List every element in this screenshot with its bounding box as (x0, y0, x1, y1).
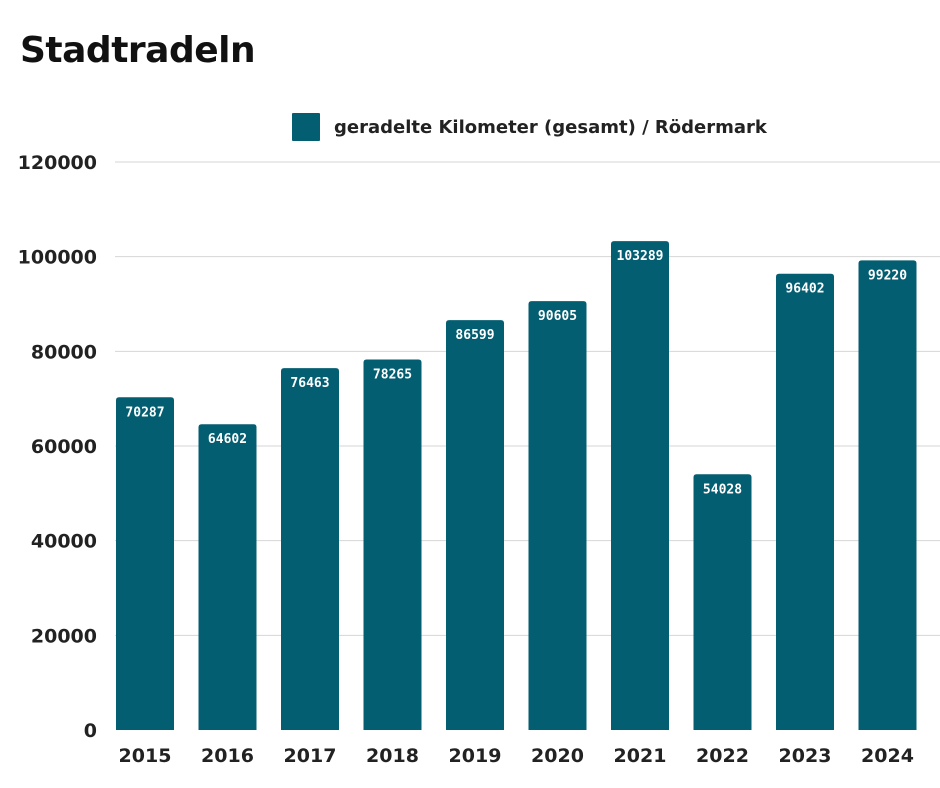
chart-title: Stadtradeln (20, 30, 256, 71)
data-label-2022: 54028 (703, 482, 742, 497)
y-axis: 0 20000 40000 60000 80000 100000 120000 (18, 152, 97, 742)
data-label-2015: 70287 (125, 405, 164, 420)
x-tick-label-2023: 2023 (779, 745, 832, 767)
data-label-2018: 78265 (373, 368, 412, 383)
x-tick-label-2018: 2018 (366, 745, 419, 767)
x-tick-label-2021: 2021 (614, 745, 667, 767)
y-tick-label: 20000 (31, 625, 97, 647)
bar-2019 (446, 320, 504, 730)
x-tick-label-2022: 2022 (696, 745, 749, 767)
bar-2024 (858, 260, 917, 730)
x-tick-label-2017: 2017 (284, 745, 337, 767)
x-tick-label-2015: 2015 (119, 745, 172, 767)
legend: geradelte Kilometer (gesamt) / Rödermark (292, 113, 767, 141)
x-axis: 2015 2016 2017 2018 2019 2020 2021 2022 2023 2024 (119, 745, 914, 767)
data-label-2024: 99220 (868, 268, 907, 283)
y-tick-label: 0 (84, 720, 97, 742)
bar-2022 (693, 474, 752, 730)
y-tick-label: 80000 (31, 341, 97, 363)
bar-2016 (198, 424, 257, 730)
y-tick-label: 120000 (18, 152, 97, 174)
x-tick-label-2019: 2019 (449, 745, 502, 767)
y-tick-label: 100000 (18, 247, 97, 269)
legend-swatch (292, 113, 320, 141)
x-tick-label-2024: 2024 (861, 745, 914, 767)
data-label-2020: 90605 (538, 309, 577, 324)
bar-2021 (611, 241, 669, 730)
bar-2023 (776, 273, 834, 730)
bar-2015 (116, 397, 174, 730)
y-tick-label: 40000 (31, 531, 97, 553)
bar-2018 (363, 359, 422, 730)
x-tick-label-2020: 2020 (531, 745, 584, 767)
x-tick-label-2016: 2016 (201, 745, 254, 767)
bar-2020 (528, 301, 587, 730)
data-label-2023: 96402 (785, 282, 824, 297)
legend-label: geradelte Kilometer (gesamt) / Rödermark (334, 116, 767, 138)
data-label-2017: 76463 (290, 376, 329, 391)
data-label-2019: 86599 (455, 328, 494, 343)
y-tick-label: 60000 (31, 436, 97, 458)
bar-2017 (281, 368, 339, 730)
bars: 70287 64602 76463 78265 86599 90605 103289 5402… (116, 241, 917, 730)
data-label-2021: 103289 (617, 249, 664, 264)
data-label-2016: 64602 (208, 432, 247, 447)
